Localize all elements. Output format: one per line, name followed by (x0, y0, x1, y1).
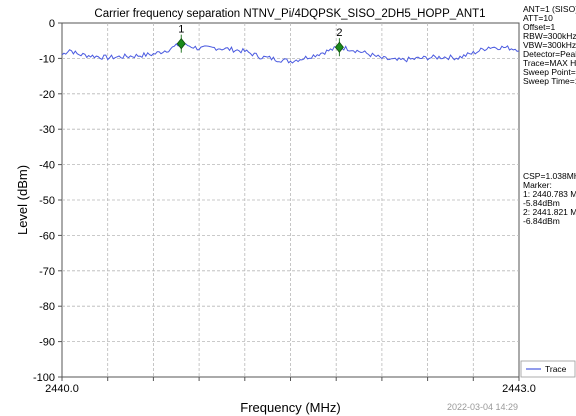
settings-line: Detector=Peak (523, 49, 576, 59)
marker-point (334, 41, 344, 53)
legend-box (520, 360, 576, 378)
result-line: Marker: (523, 180, 552, 190)
result-line: -5.84dBm (523, 198, 560, 208)
settings-line: Sweep Point=1001 (523, 67, 576, 77)
series-line (61, 43, 520, 64)
y-tick-label: -70 (39, 266, 55, 278)
settings-line: ANT=1 (SISO) (523, 4, 576, 14)
y-tick-label: -20 (39, 89, 55, 101)
settings-line: Sweep Time=1ms (523, 76, 576, 86)
y-tick-label: -100 (33, 372, 55, 384)
chart-title: Carrier frequency separation NTNV_Pi/4DQ… (94, 8, 485, 20)
y-tick-label: -50 (39, 195, 55, 207)
y-axis-label: Level (dBm) (15, 165, 30, 235)
settings-line: Offset=1 (523, 22, 555, 32)
settings-line: ATT=10 (523, 13, 553, 23)
settings-line: Trace=MAX Hold (523, 58, 576, 68)
y-tick-label: -40 (39, 160, 55, 172)
result-line: 2: 2441.821 MHz (523, 207, 576, 217)
result-line: -6.84dBm (523, 216, 560, 226)
y-tick-label: -80 (39, 301, 55, 313)
x-tick-label: 2440.0 (45, 383, 79, 395)
settings-line: RBW=300kHz (523, 31, 576, 41)
x-tick-label: 2443.0 (502, 383, 536, 395)
y-tick-label: -60 (39, 230, 55, 242)
y-tick-label: -10 (39, 53, 55, 65)
result-line: CSP=1.038MHz (523, 171, 576, 181)
settings-line: VBW=300kHz (523, 40, 576, 50)
legend-label: Trace (545, 364, 567, 374)
marker-point (176, 38, 186, 50)
y-tick-label: 0 (49, 18, 55, 30)
timestamp: 2022-03-04 14:29 (447, 402, 518, 412)
marker-label: 2 (336, 27, 342, 39)
x-axis-label: Frequency (MHz) (240, 400, 340, 415)
y-tick-label: -30 (39, 124, 55, 136)
marker-label: 1 (178, 24, 184, 36)
y-tick-label: -90 (39, 337, 55, 349)
result-line: 1: 2440.783 MHz (523, 189, 576, 199)
